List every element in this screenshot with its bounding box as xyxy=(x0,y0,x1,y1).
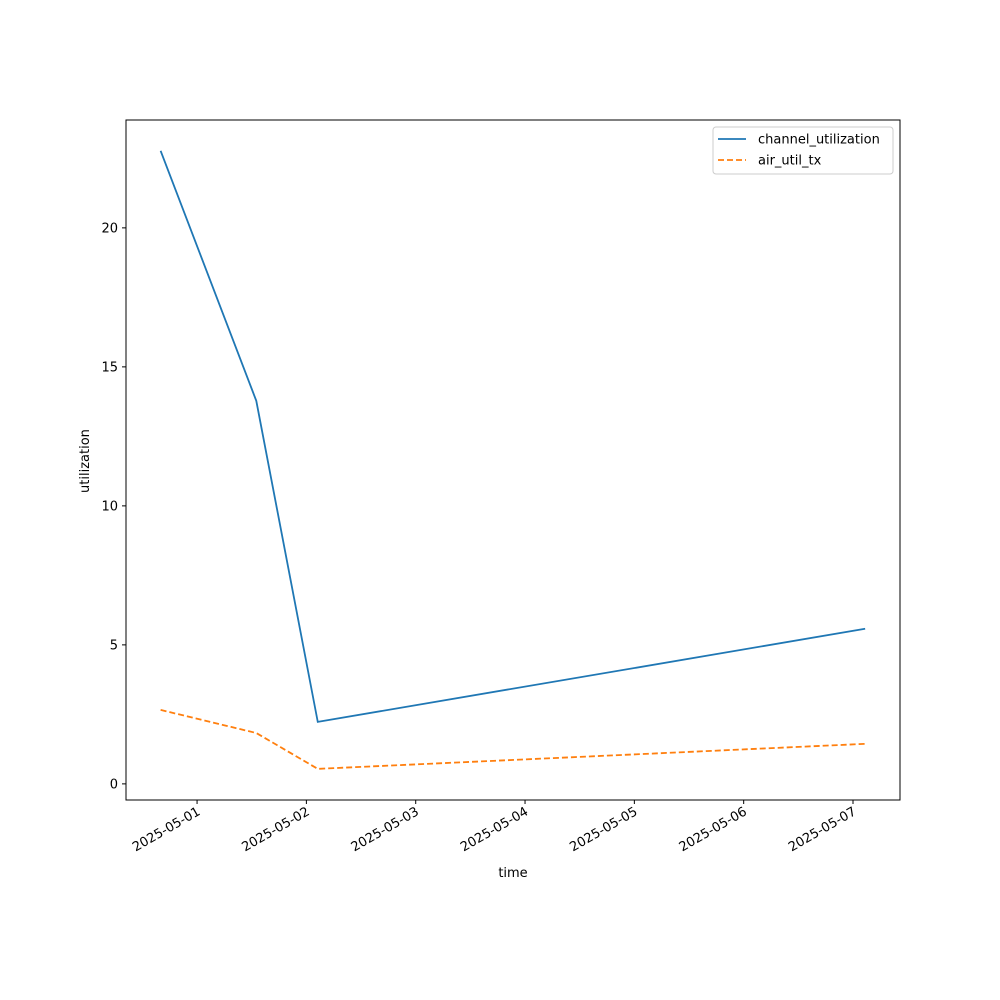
legend-label: air_util_tx xyxy=(758,154,822,169)
line-series xyxy=(160,709,866,770)
legend-label: channel_utilization xyxy=(758,133,880,148)
x-tick-label: 2025-05-02 xyxy=(239,804,312,855)
y-tick-label: 15 xyxy=(101,360,118,375)
axes-frame xyxy=(125,119,901,801)
x-tick-label: 2025-05-06 xyxy=(677,804,750,855)
y-tick-label: 10 xyxy=(101,499,118,514)
x-axis-label: time xyxy=(498,866,527,881)
x-tick-label: 2025-05-04 xyxy=(458,804,531,855)
x-tick-label: 2025-05-07 xyxy=(786,804,859,855)
y-tick-label: 0 xyxy=(110,777,118,792)
x-tick-label: 2025-05-01 xyxy=(130,804,203,855)
y-tick-label: 5 xyxy=(110,638,118,653)
y-tick-label: 20 xyxy=(101,221,118,236)
y-axis-label: utilization xyxy=(78,429,93,493)
x-tick-label: 2025-05-05 xyxy=(567,804,640,855)
x-tick-label: 2025-05-03 xyxy=(349,804,422,855)
line-series xyxy=(159,150,866,723)
legend-box xyxy=(712,126,894,175)
